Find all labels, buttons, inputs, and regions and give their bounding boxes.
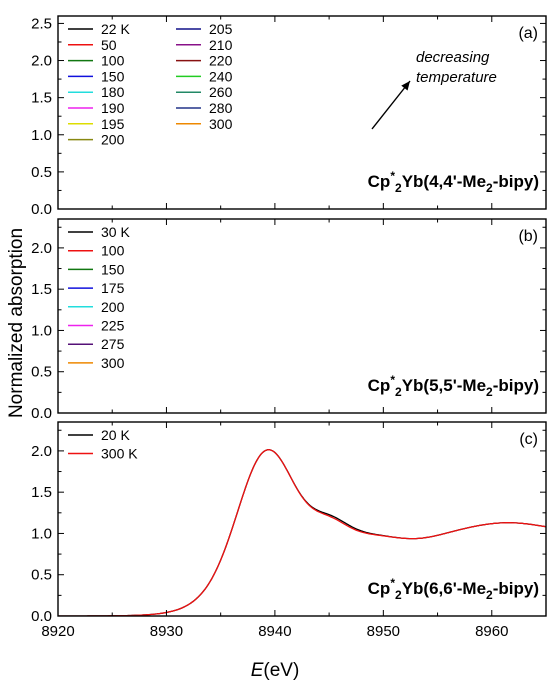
x-tick-label: 8960 [475,623,508,640]
y-axis-label: Normalized absorption [6,228,27,418]
legend-label: 260 [209,84,233,100]
legend-label: 300 [209,116,233,132]
x-axis-label-unit: (eV) [263,660,299,681]
panel-b: 0.0 0.5 1.0 1.5 2.0 (b) Cp*2Yb(5,5'-Me2-bipy) 3… [31,219,546,422]
legend-label: 205 [209,21,233,37]
legend-label: 180 [101,84,125,100]
y-tick-label: 0.0 [31,608,52,625]
x-tick-label: 8950 [367,623,400,640]
compound-label: Cp*2Yb(5,5'-Me2-bipy) [368,373,539,399]
y-tick-label: 0.0 [31,201,52,218]
y-tick-label: 1.0 [31,127,52,144]
legend-label: 200 [101,299,125,315]
temperature-annotation: decreasing temperature [372,49,497,129]
x-tick-label: 8920 [41,623,74,640]
annotation-text: decreasing [416,49,490,66]
compound-label: Cp*2Yb(4,4'-Me2-bipy) [368,169,539,195]
legend-label: 280 [209,100,233,116]
legend-label: 275 [101,336,125,352]
panel-label: (a) [518,25,538,42]
y-tick-label: 2.0 [31,240,52,257]
legend-label: 150 [101,261,125,277]
legend: 20 K 300 K [68,427,138,462]
compound-label: Cp*2Yb(6,6'-Me2-bipy) [368,576,539,602]
legend-label: 150 [101,68,125,84]
legend-label: 100 [101,243,125,259]
y-tick-label: 2.5 [31,15,52,32]
arrow-line [372,81,410,129]
legend-label: 200 [101,132,125,148]
legend-label: 20 K [101,427,130,443]
legend-label: 300 [101,355,125,371]
x-tick-label: 8930 [150,623,183,640]
legend-label: 190 [101,100,125,116]
y-tick-label: 1.5 [31,90,52,107]
legend-label: 30 K [101,224,130,240]
y-tick-label: 1.5 [31,484,52,501]
y-tick-label: 2.0 [31,443,52,460]
legend-label: 100 [101,53,125,69]
y-tick-label: 2.0 [31,53,52,70]
y-tick-label: 1.0 [31,322,52,339]
legend-label: 300 K [101,446,138,462]
legend-label: 220 [209,53,233,69]
legend-label: 195 [101,116,125,132]
x-axis-label-italic: E [251,660,264,681]
legend-label: 240 [209,68,233,84]
y-tick-label: 0.0 [31,405,52,422]
x-axis-label: E(eV) [251,660,300,681]
y-tick-label: 0.5 [31,164,52,181]
panel-c: 8920 8930 8940 8950 8960 0.0 0.5 1.0 1.5 2.0 (c) Cp… [31,422,546,640]
panel-a: 0.0 0.5 1.0 1.5 2.0 2.5 (a) Cp*2Yb(4,4'-Me2-bip… [31,15,546,218]
y-tick-label: 1.0 [31,525,52,542]
legend-label: 22 K [101,21,130,37]
annotation-text: temperature [416,69,497,86]
y-tick-label: 0.5 [31,364,52,381]
legend-label: 50 [101,37,117,53]
y-tick-label: 0.5 [31,567,52,584]
x-tick-label: 8940 [258,623,291,640]
legend: 30 K 100 150 175 200 225 275 300 [68,224,130,371]
panel-label: (c) [519,431,538,448]
legend-label: 225 [101,318,125,334]
arrow-head [401,81,410,91]
legend-label: 210 [209,37,233,53]
panel-label: (b) [518,228,538,245]
y-tick-label: 1.5 [31,281,52,298]
legend-label: 175 [101,280,125,296]
